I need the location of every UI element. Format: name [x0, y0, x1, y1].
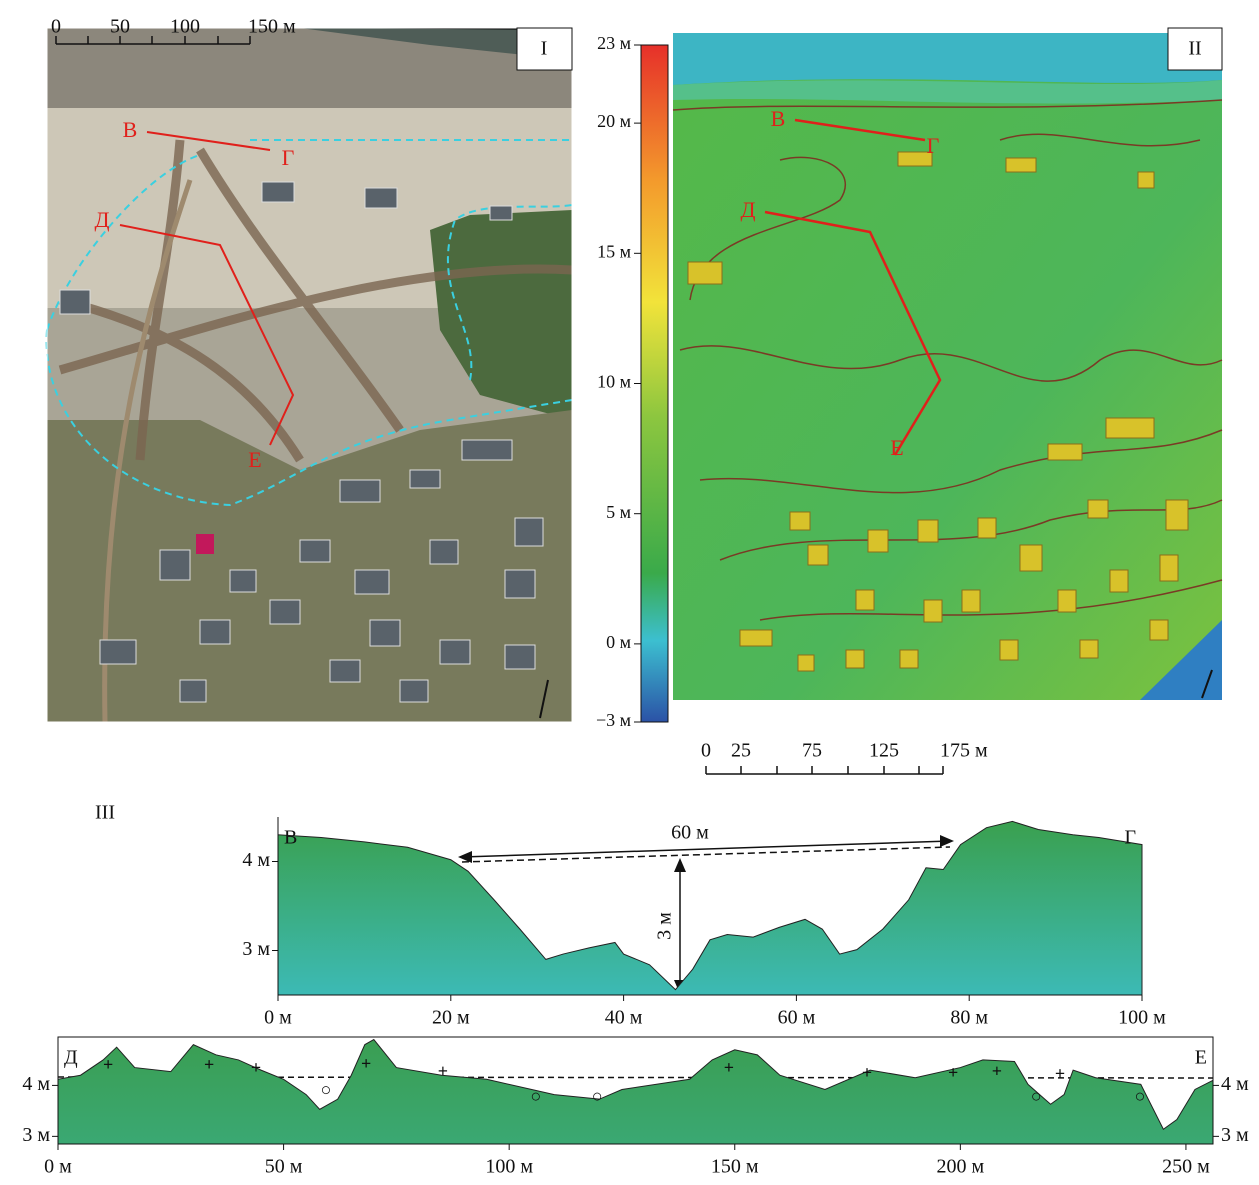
scale-label: 0 [51, 16, 61, 38]
x-tick-label: 250 м [1162, 1156, 1210, 1178]
figure: I В Г Д Е 0 50 100 150 м II В Г Д Е 0 25… [0, 0, 1259, 1180]
profile-end-label: Е [1195, 1047, 1207, 1069]
profile-marker: ○ [1031, 1086, 1042, 1106]
scale-label: 25 [731, 740, 751, 762]
colorbar-label: 0 м [606, 632, 631, 652]
annotation: 3 м [654, 912, 676, 940]
y-tick-label: 3 м [22, 1124, 50, 1146]
profile-end-label: Д [64, 1047, 78, 1069]
x-tick-label: 80 м [950, 1007, 988, 1029]
scale-label: 175 м [940, 740, 988, 762]
scale-label: 50 [110, 16, 130, 38]
profile-marker: ○ [321, 1080, 332, 1100]
point-label: Д [740, 197, 755, 222]
panel-label: I [541, 38, 548, 60]
colorbar-label: 5 м [606, 502, 631, 522]
profile-area [278, 821, 1142, 995]
profile-marker: + [862, 1062, 872, 1082]
y-tick-label: 4 м [242, 849, 270, 871]
x-tick-label: 100 м [1118, 1007, 1166, 1029]
panel-label: III [95, 802, 115, 824]
colorbar-label: −3 м [596, 710, 631, 730]
profile-marker: + [251, 1058, 261, 1078]
scale-label: 100 [170, 16, 200, 38]
colorbar [641, 45, 668, 722]
profile-end-label: В [284, 827, 297, 849]
profile-marker: + [103, 1055, 113, 1075]
point-label: В [123, 117, 138, 142]
colorbar-label: 15 м [597, 241, 631, 261]
x-tick-label: 50 м [265, 1156, 303, 1178]
x-tick-label: 200 м [937, 1156, 985, 1178]
x-tick-label: 40 м [605, 1007, 643, 1029]
scale-label: 0 [701, 740, 711, 762]
dem-map [673, 28, 1222, 700]
x-tick-label: 100 м [485, 1156, 533, 1178]
profile-marker: + [724, 1058, 734, 1078]
profile-marker: + [948, 1062, 958, 1082]
profile-marker: ○ [530, 1086, 541, 1106]
profile-marker: ○ [1134, 1086, 1145, 1106]
colorbar-label: 23 м [597, 33, 631, 53]
colorbar-label: 10 м [597, 372, 631, 392]
profile-marker: + [438, 1061, 448, 1081]
x-tick-label: 0 м [264, 1007, 292, 1029]
y-tick-label: 4 м [1221, 1073, 1249, 1095]
point-label: Д [94, 207, 109, 232]
x-tick-label: 150 м [711, 1156, 759, 1178]
scalebar [706, 766, 943, 774]
profile-marker: + [1055, 1063, 1065, 1083]
profile-end-label: Г [1124, 827, 1136, 849]
point-label: Г [282, 145, 295, 170]
point-label: Е [890, 435, 903, 460]
annotation: 60 м [671, 822, 709, 844]
y-tick-label: 3 м [242, 938, 270, 960]
colorbar-label: 20 м [597, 111, 631, 131]
profile-marker: + [992, 1061, 1002, 1081]
x-tick-label: 0 м [44, 1156, 72, 1178]
x-tick-label: 20 м [432, 1007, 470, 1029]
profile-marker: + [204, 1055, 214, 1075]
scale-label: 150 м [248, 16, 296, 38]
profile-marker: ○ [592, 1086, 603, 1106]
profile-marker: + [361, 1054, 371, 1074]
x-tick-label: 60 м [778, 1007, 816, 1029]
panel-label: II [1188, 38, 1201, 60]
scale-label: 75 [802, 740, 822, 762]
y-tick-label: 3 м [1221, 1124, 1249, 1146]
point-label: Е [248, 447, 261, 472]
point-label: В [771, 106, 786, 131]
point-label: Г [927, 133, 940, 158]
y-tick-label: 4 м [22, 1073, 50, 1095]
scale-label: 125 [869, 740, 899, 762]
